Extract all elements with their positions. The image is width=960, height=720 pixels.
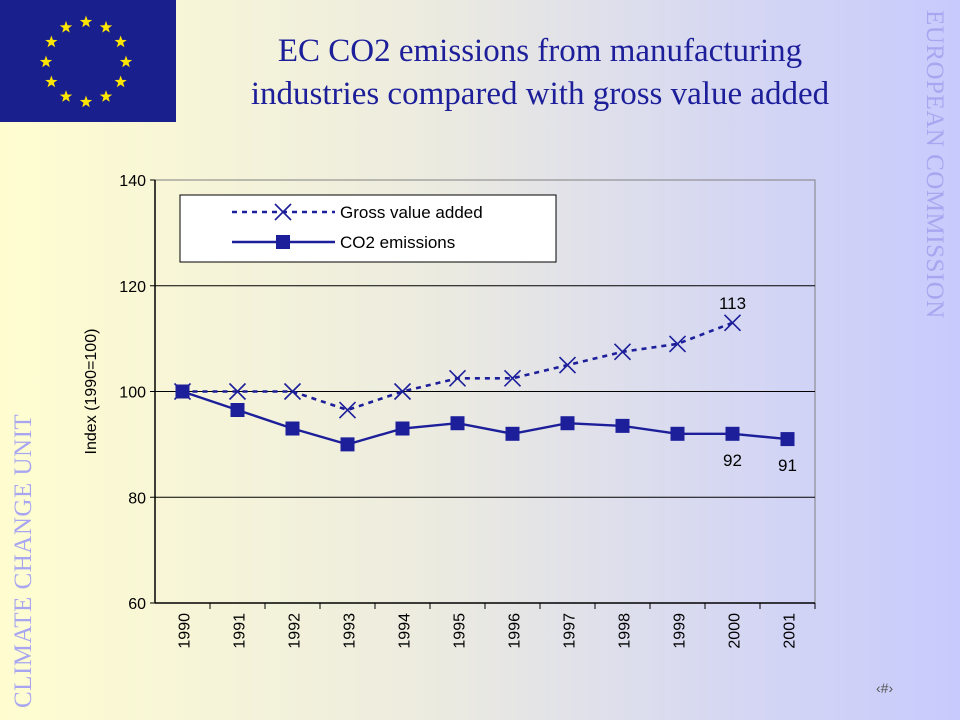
square-marker xyxy=(615,418,630,433)
slide-number: ‹#› xyxy=(876,680,894,696)
x-tick-label: 2000 xyxy=(727,613,744,649)
title-line-2: industries compared with gross value add… xyxy=(250,76,830,112)
eu-star-icon xyxy=(45,75,58,88)
square-marker xyxy=(780,432,795,447)
eu-star-icon xyxy=(99,90,113,102)
x-tick-label: 1994 xyxy=(397,613,414,649)
x-marker xyxy=(283,382,302,401)
x-marker xyxy=(338,401,357,419)
x-tick-label: 2001 xyxy=(782,613,799,649)
square-marker xyxy=(276,235,290,249)
x-tick-label: 1990 xyxy=(177,613,194,649)
legend-box xyxy=(179,194,557,263)
x-tick-label: 1999 xyxy=(672,613,689,649)
eu-star-icon xyxy=(114,75,127,88)
square-marker xyxy=(670,426,685,441)
y-tick-label: 80 xyxy=(128,490,146,507)
x-marker xyxy=(448,369,467,387)
x-marker xyxy=(228,382,247,401)
eu-star-icon xyxy=(59,20,73,33)
square-marker xyxy=(285,421,300,436)
y-tick-label: 140 xyxy=(119,173,146,190)
eu-flag xyxy=(0,0,176,122)
eu-star-icon xyxy=(79,15,93,28)
x-marker xyxy=(503,369,522,387)
eu-star-icon xyxy=(39,55,53,68)
x-marker xyxy=(723,314,742,332)
data-label: 91 xyxy=(778,456,797,475)
series-line xyxy=(182,321,733,412)
x-tick-label: 1993 xyxy=(342,613,359,649)
data-label: 92 xyxy=(723,451,742,470)
square-marker xyxy=(505,426,520,441)
square-marker xyxy=(560,416,575,431)
square-marker xyxy=(725,426,740,441)
y-tick-label: 100 xyxy=(119,385,146,402)
x-marker xyxy=(668,335,687,353)
square-marker xyxy=(230,403,245,418)
x-tick-label: 1992 xyxy=(287,613,304,649)
y-tick-label: 120 xyxy=(119,279,146,296)
x-tick-label: 1991 xyxy=(232,613,249,649)
eu-star-icon xyxy=(114,35,127,48)
eu-star-icon xyxy=(45,35,58,48)
eu-star-icon xyxy=(79,95,93,108)
legend-label: Gross value added xyxy=(340,203,483,222)
data-label: 113 xyxy=(719,294,746,313)
y-tick-label: 60 xyxy=(128,596,146,613)
title-line-1: EC CO2 emissions from manufacturing xyxy=(277,33,803,69)
eu-star-icon xyxy=(119,55,133,68)
eu-star-icon xyxy=(59,90,73,102)
y-axis-label: Index (1990=100) xyxy=(83,329,100,455)
eu-stars-icon xyxy=(39,15,133,108)
square-marker xyxy=(450,416,465,431)
x-marker xyxy=(613,343,632,361)
series-line xyxy=(182,390,788,446)
x-tick-label: 1995 xyxy=(452,613,469,649)
square-marker xyxy=(395,421,410,436)
eu-star-icon xyxy=(99,20,113,33)
legend-label: CO2 emissions xyxy=(340,233,455,252)
square-marker xyxy=(175,384,190,399)
square-marker xyxy=(340,437,355,452)
x-tick-label: 1996 xyxy=(507,613,524,649)
slide-title: EC CO2 emissions from manufacturing indu… xyxy=(190,30,890,116)
x-marker xyxy=(558,356,577,374)
x-tick-label: 1997 xyxy=(562,613,579,649)
x-marker xyxy=(393,382,412,401)
x-tick-label: 1998 xyxy=(617,613,634,649)
x-marker xyxy=(274,203,292,221)
